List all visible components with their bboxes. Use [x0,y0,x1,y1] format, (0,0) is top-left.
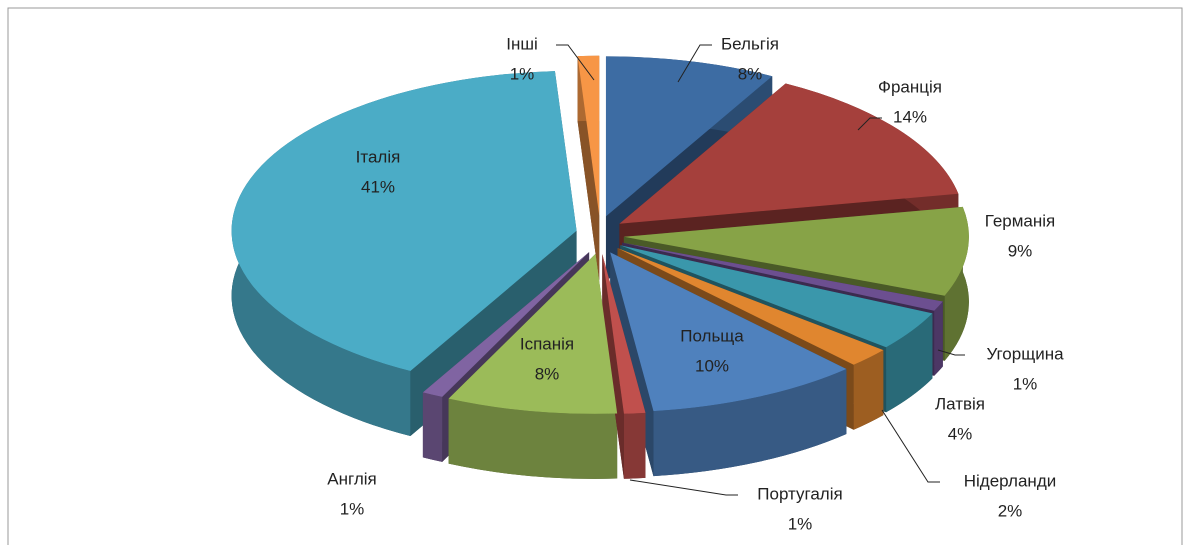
slice-side [886,313,933,413]
category-label: Германія [985,211,1056,230]
value-label: 4% [948,424,973,443]
leader-line [857,117,882,131]
category-label: Англія [327,469,376,488]
slice [577,55,600,216]
leader-line [677,44,712,83]
slice-wall [602,254,624,479]
value-label: 2% [998,501,1023,520]
category-label: Інші [506,34,538,53]
leader-line [629,479,738,496]
slice [610,252,847,412]
value-label: 9% [1008,241,1033,260]
slice [605,56,773,217]
slice-tops [231,55,969,414]
category-label: Польща [680,326,744,345]
slice [620,245,933,348]
slice-side [448,398,618,479]
slice-side [623,412,646,479]
value-label: 8% [738,64,763,83]
value-label: 1% [340,499,365,518]
category-label: Угорщина [986,344,1064,363]
category-label: Нідерланди [964,471,1056,490]
chart-border [7,7,1183,545]
category-label: Італія [356,147,401,166]
value-label: 1% [1013,374,1038,393]
slice [617,248,884,365]
value-label: 41% [361,177,395,196]
category-label: Франція [878,77,942,96]
slice [231,71,577,372]
value-label: 1% [788,514,813,533]
value-label: 10% [695,356,729,375]
slice [622,242,943,311]
slice [448,253,618,414]
category-label: Португалія [757,484,842,503]
slice-side [853,350,884,430]
slice-side [422,392,443,462]
slice-side [934,301,943,376]
slice [623,206,969,296]
category-label: Латвія [935,394,985,413]
slice [422,252,590,397]
slice [619,83,959,224]
slice-side [653,369,847,477]
value-label: 1% [510,64,535,83]
slice [602,254,646,414]
leader-line [881,409,940,483]
category-label: Іспанія [520,334,574,353]
value-label: 14% [893,107,927,126]
leader-line [556,44,595,81]
category-label: Бельгія [721,34,779,53]
leader-line [937,349,965,356]
value-label: 8% [535,364,560,383]
